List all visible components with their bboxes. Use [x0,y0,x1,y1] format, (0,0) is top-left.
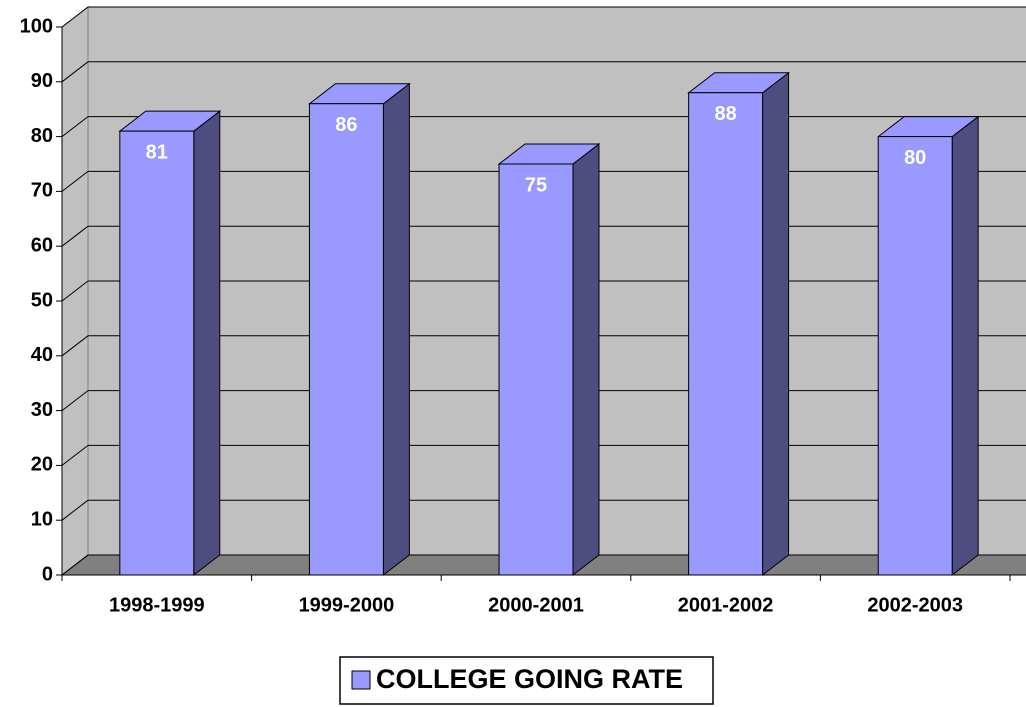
y-tick-label: 40 [31,344,53,366]
grid-line [61,61,89,83]
y-tick-label: 60 [31,234,53,256]
y-tick-label: 90 [31,70,53,92]
data-label: 88 [714,103,736,125]
y-tick-label: 100 [20,15,53,37]
bar [498,163,574,576]
grid-line [61,280,89,302]
data-label: 81 [146,141,168,163]
grid-line [61,171,89,192]
y-tick-label: 70 [31,180,53,202]
x-tick-label: 2001-2002 [678,594,774,616]
bar [877,136,953,576]
x-tick-label: 2000-2001 [488,594,584,616]
data-label: 75 [525,174,547,196]
y-tick-label: 0 [42,563,53,585]
grid-line [61,499,89,521]
bar [119,130,195,576]
grid-line [61,554,89,576]
bar-side [951,115,979,577]
grid-line [61,390,89,411]
legend-box [339,656,714,705]
grid-line [61,445,89,466]
y-tick-label: 30 [31,399,53,421]
bar-side [762,71,790,577]
x-tick-label: 1999-2000 [299,594,395,616]
legend-swatch [351,670,371,690]
bar [308,103,384,576]
grid-line [61,116,89,137]
bar-side [193,110,221,577]
data-label: 86 [335,114,357,136]
grid-line [61,225,89,247]
bar-side [572,142,600,577]
y-tick-label: 80 [31,125,53,147]
y-tick-label: 50 [31,289,53,311]
data-label: 80 [904,147,926,169]
grid-line [61,6,89,28]
y-tick-label: 10 [31,508,53,530]
legend-label: COLLEGE GOING RATE [376,664,683,694]
grid-line [61,335,89,357]
bar-side [382,82,410,577]
x-tick-label: 2002-2003 [867,594,963,616]
bar [688,92,764,576]
x-tick-label: 1998-1999 [109,594,205,616]
y-tick-label: 20 [31,454,53,476]
